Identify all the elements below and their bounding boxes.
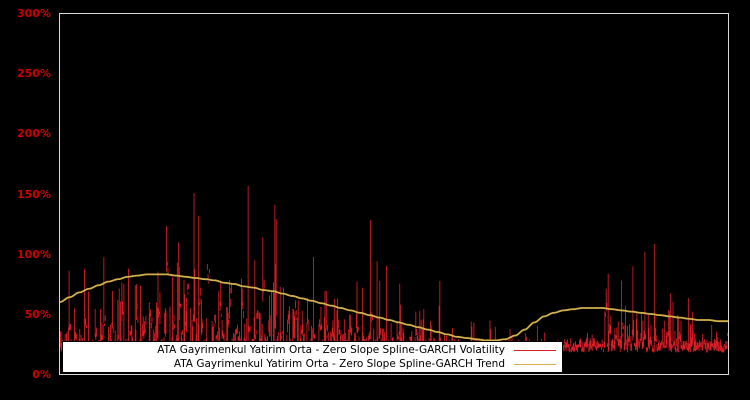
plot-area (59, 13, 729, 375)
ytick-label-100: 100% (17, 248, 51, 261)
plot-svg (60, 186, 728, 353)
ytick-label-150: 150% (17, 188, 51, 201)
volatility-spikes (60, 186, 728, 353)
ytick-label-300: 300% (17, 7, 51, 20)
ytick-label-250: 250% (17, 67, 51, 80)
legend-label-trend: ATA Gayrimenkul Yatirim Orta - Zero Slop… (173, 358, 505, 370)
ytick-label-200: 200% (17, 127, 51, 140)
legend-swatch-trend (514, 363, 556, 365)
ytick-label-0: 0% (32, 368, 51, 381)
legend-swatch-volatility (514, 349, 556, 351)
legend-entry-trend: ATA Gayrimenkul Yatirim Orta - Zero Slop… (63, 357, 562, 371)
chart-legend: ATA Gayrimenkul Yatirim Orta - Zero Slop… (62, 341, 563, 373)
trend-line (60, 273, 728, 342)
legend-label-volatility: ATA Gayrimenkul Yatirim Orta - Zero Slop… (157, 344, 505, 356)
ytick-label-50: 50% (24, 308, 51, 321)
legend-entry-volatility: ATA Gayrimenkul Yatirim Orta - Zero Slop… (63, 343, 562, 357)
